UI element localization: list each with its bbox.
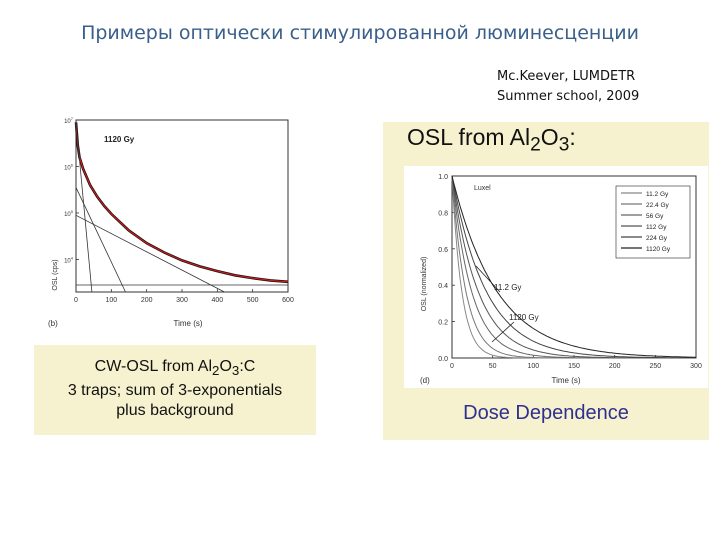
slide-title: Примеры оптически стимулированной люмине… xyxy=(81,22,639,44)
left-series-component-line xyxy=(75,214,225,293)
left-osl-chart: 0 100 200 300 400 500 600 107 106 105 104 OSL (cps… xyxy=(34,110,316,345)
right-y-tick-label: 0.0 xyxy=(438,356,448,363)
left-x-tick-label: 200 xyxy=(141,297,153,304)
right-series-line xyxy=(451,175,696,358)
citation-line-2: Summer school, 2009 xyxy=(497,89,640,104)
right-panel-label: (d) xyxy=(420,376,430,385)
right-legend-label: 56 Gy xyxy=(646,213,664,220)
right-x-tick-label: 250 xyxy=(649,363,661,370)
right-y-axis-label: OSL (normalized) xyxy=(421,257,428,312)
right-annotation-high-dose: 1120 Gy xyxy=(509,313,539,322)
left-series-fit-line xyxy=(75,122,289,283)
left-dose-annotation: 1120 Gy xyxy=(104,135,135,144)
left-x-tick-label: 0 xyxy=(74,297,78,304)
right-x-tick-label: 50 xyxy=(489,363,497,370)
left-plot-background xyxy=(34,110,316,345)
right-luxel-label: Luxel xyxy=(474,185,491,192)
left-series-component-line xyxy=(75,187,126,293)
left-y-tick-label: 106 xyxy=(64,162,74,171)
left-series-component-line xyxy=(75,122,93,293)
right-x-tick-label: 300 xyxy=(690,363,702,370)
right-x-tick-label: 0 xyxy=(450,363,454,370)
left-x-axis-label: Time (s) xyxy=(173,319,202,328)
left-caption-line-1: CW-OSL from Al2O3:C xyxy=(94,358,256,379)
right-legend-label: 1120 Gy xyxy=(646,246,671,253)
right-y-tick-label: 1.0 xyxy=(438,174,448,181)
left-caption-line-3: plus background xyxy=(116,402,234,420)
left-figure-panel: 0 100 200 300 400 500 600 107 106 105 104 OSL (cps… xyxy=(34,110,316,435)
right-series-line xyxy=(451,175,697,359)
right-arrow-high-dose xyxy=(491,321,515,343)
right-x-axis-label: Time (s) xyxy=(551,376,580,385)
right-legend-box xyxy=(615,185,691,259)
right-legend-label: 112 Gy xyxy=(646,224,667,231)
left-y-tick-label: 107 xyxy=(64,116,74,125)
citation: Mc.Keever, LUMDETR Summer school, 2009 xyxy=(497,67,639,107)
citation-line-1: Mc.Keever, LUMDETR xyxy=(497,69,636,84)
right-arrow-low-dose xyxy=(475,265,501,293)
right-caption: Dose Dependence xyxy=(463,402,629,424)
right-x-tick-label: 200 xyxy=(609,363,621,370)
left-x-tick-label: 100 xyxy=(105,297,117,304)
left-x-tick-label: 500 xyxy=(247,297,259,304)
right-x-tick-label: 150 xyxy=(568,363,580,370)
left-x-tick-label: 300 xyxy=(176,297,188,304)
right-y-tick-label: 0.6 xyxy=(438,247,448,254)
right-figure-panel: OSL from Al2O3: 0 50 100 150 200 250 300 0.0 0.2… xyxy=(383,122,709,440)
left-y-tick-label: 105 xyxy=(64,209,74,218)
right-dose-chart: 0 50 100 150 200 250 300 0.0 0.2 0.4 0.6 0.8 1.0 11.2… xyxy=(404,166,708,388)
left-caption-line-2: 3 traps; sum of 3-exponentials xyxy=(67,382,283,400)
right-y-tick-label: 0.8 xyxy=(438,210,448,217)
left-caption: CW-OSL from Al2O3:C 3 traps; sum of 3-ex… xyxy=(34,357,316,421)
right-y-tick-label: 0.2 xyxy=(438,320,448,327)
left-y-tick-label: 104 xyxy=(64,255,74,264)
right-legend-label: 11.2 Gy xyxy=(646,191,669,198)
right-legend-label: 22.4 Gy xyxy=(646,202,670,209)
right-annotation-low-dose: 11.2 Gy xyxy=(494,283,521,292)
right-y-tick-label: 0.4 xyxy=(438,283,448,290)
left-x-tick-label: 400 xyxy=(211,297,223,304)
right-legend-label: 224 Gy xyxy=(646,235,668,242)
right-x-tick-label: 100 xyxy=(527,363,539,370)
left-panel-label: (b) xyxy=(48,319,58,328)
left-y-axis-label: OSL (cps) xyxy=(52,259,59,290)
right-figure-heading: OSL from Al2O3: xyxy=(407,124,576,156)
left-x-tick-label: 600 xyxy=(282,297,294,304)
